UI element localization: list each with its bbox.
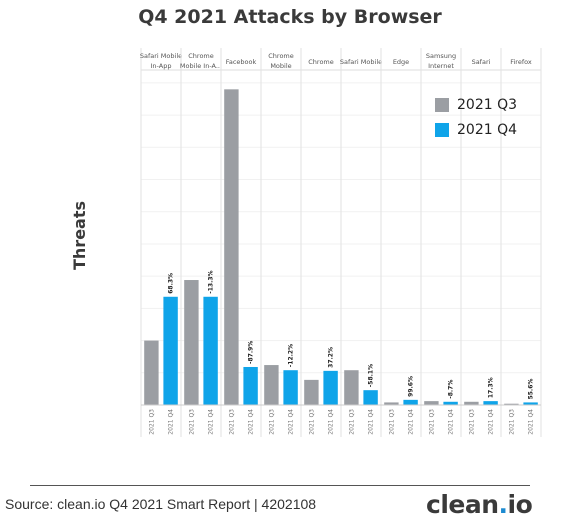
data-label: -87.9% [248, 341, 255, 364]
tick-label: 2021 Q4 [288, 409, 295, 435]
category-label: Chrome [188, 52, 214, 60]
clean-io-logo: clean.io [426, 490, 533, 519]
legend-swatch-q4 [435, 122, 449, 137]
bar-q3 [424, 401, 439, 405]
tick-label: 2021 Q3 [508, 409, 515, 435]
category-label: Mobile In-A... [180, 62, 222, 70]
legend-swatch-q3 [435, 97, 449, 112]
data-label: 55.6% [528, 379, 535, 400]
bar-q3 [264, 365, 279, 405]
tick-label: 2021 Q4 [328, 409, 335, 435]
logo-text-clean: clean [426, 490, 499, 519]
bar-q4 [323, 370, 338, 405]
tick-label: 2021 Q3 [148, 409, 155, 435]
data-label: -12.2% [288, 344, 295, 367]
bar-q4 [203, 296, 218, 405]
tick-label: 2021 Q4 [488, 409, 495, 435]
logo-text-io: io [507, 490, 533, 519]
legend-item-q3: 2021 Q3 [435, 92, 517, 117]
data-label: 17.3% [488, 377, 495, 398]
tick-label: 2021 Q4 [408, 409, 415, 435]
category-label: Internet [428, 62, 454, 70]
tick-label: 2021 Q4 [248, 409, 255, 435]
bar-q3 [504, 403, 519, 405]
bar-q4 [283, 370, 298, 405]
bar-q4 [363, 390, 378, 405]
tick-label: 2021 Q3 [468, 409, 475, 435]
data-label: 99.6% [408, 376, 415, 397]
tick-label: 2021 Q3 [348, 409, 355, 435]
footer-divider [30, 485, 530, 486]
data-label: 68.3% [168, 273, 175, 294]
category-label: Chrome [268, 52, 294, 60]
bar-q3 [464, 401, 479, 405]
legend: 2021 Q3 2021 Q4 [435, 92, 517, 142]
bar-q4 [243, 366, 258, 405]
tick-label: 2021 Q3 [188, 409, 195, 435]
source-note: Source: clean.io Q4 2021 Smart Report | … [5, 496, 317, 512]
tick-label: 2021 Q3 [428, 409, 435, 435]
data-label: -13.3% [208, 270, 215, 293]
tick-label: 2021 Q3 [308, 409, 315, 435]
tick-label: 2021 Q4 [368, 409, 375, 435]
legend-label-q4: 2021 Q4 [457, 121, 518, 138]
category-label: Safari [472, 58, 491, 66]
category-label: Chrome [308, 58, 334, 66]
bar-q4 [403, 399, 418, 405]
bar-q3 [344, 370, 359, 405]
tick-label: 2021 Q4 [168, 409, 175, 435]
category-label: Facebook [226, 58, 257, 66]
logo-dot: . [498, 490, 509, 519]
bar-q3 [304, 379, 319, 405]
bar-q4 [523, 402, 538, 405]
category-label: Edge [393, 58, 409, 66]
data-label: 37.2% [328, 347, 335, 368]
category-label: Samsung [426, 52, 456, 60]
data-label: -8.7% [448, 380, 455, 399]
bar-q3 [384, 402, 399, 405]
category-label: Firefox [510, 58, 532, 66]
chart-title: Q4 2021 Attacks by Browser [138, 6, 442, 28]
bar-q4 [483, 401, 498, 405]
category-label: Mobile [270, 62, 291, 70]
legend-item-q4: 2021 Q4 [435, 117, 517, 142]
tick-label: 2021 Q3 [388, 409, 395, 435]
category-label: In-App [151, 62, 172, 70]
bar-q3 [144, 340, 159, 405]
legend-label-q3: 2021 Q3 [457, 96, 518, 113]
category-label: Safari Mobile [340, 58, 382, 66]
y-axis-label: Threats [70, 200, 89, 270]
category-label: Safari Mobile [140, 52, 182, 60]
tick-label: 2021 Q4 [208, 409, 215, 435]
bar-q3 [224, 89, 239, 406]
bar-q4 [163, 296, 178, 405]
data-label: -58.1% [368, 364, 375, 387]
bar-q4 [443, 401, 458, 405]
bar-chart: Safari Mobile In-App 2021 Q3 2021 Q4 68.3% Ch… [140, 48, 542, 437]
tick-label: 2021 Q4 [528, 409, 535, 435]
tick-label: 2021 Q4 [448, 409, 455, 435]
tick-label: 2021 Q3 [228, 409, 235, 435]
tick-label: 2021 Q3 [268, 409, 275, 435]
bar-q3 [184, 280, 199, 405]
